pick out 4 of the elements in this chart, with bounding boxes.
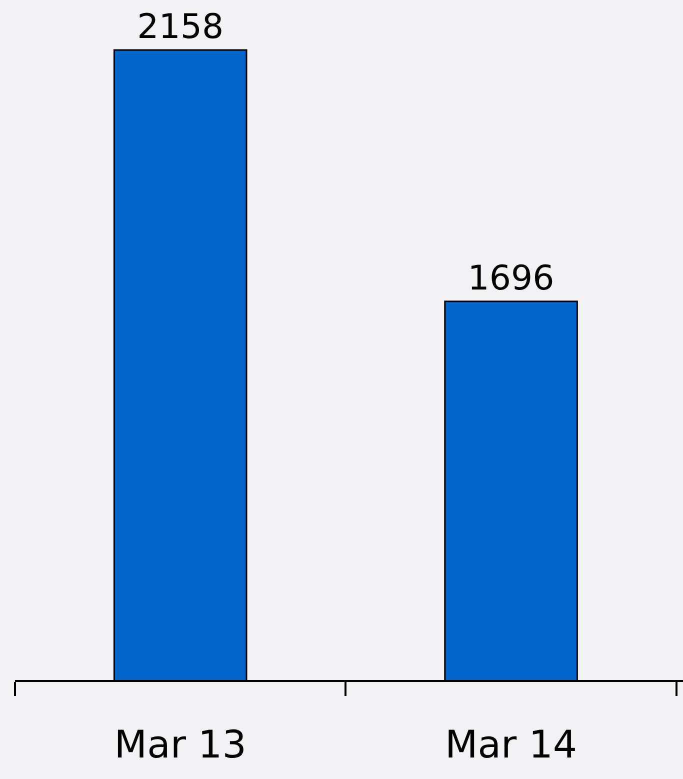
data-label: 1696 — [468, 258, 554, 298]
data-label: 2158 — [137, 7, 224, 48]
x-tick-label: Mar 14 — [444, 722, 578, 766]
x-tick-label: Mar 13 — [114, 722, 246, 766]
